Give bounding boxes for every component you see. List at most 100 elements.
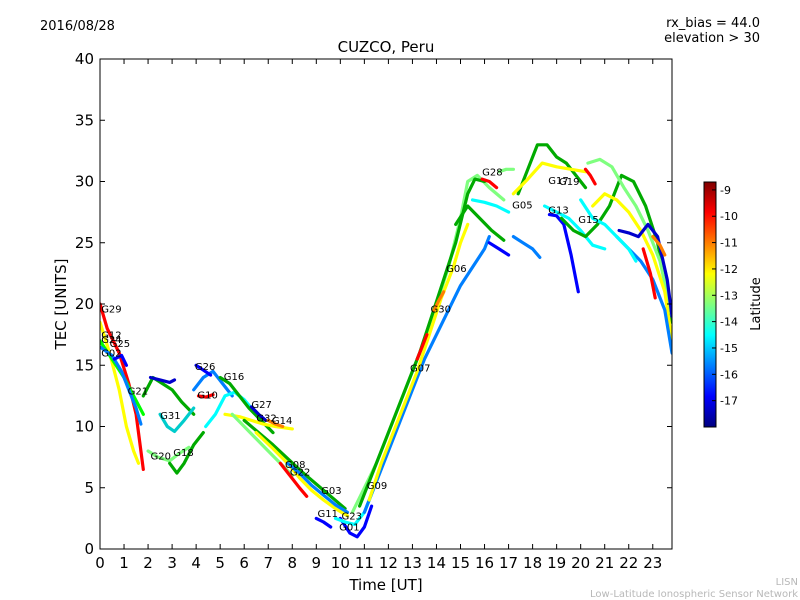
x-tick-label: 18 (523, 554, 542, 572)
tec-trace-12 (196, 393, 215, 399)
y-axis-label: TEC [UNITS] (52, 259, 70, 351)
x-tick-label: 1 (119, 554, 129, 572)
colorbar-tick-label: -13 (720, 289, 738, 302)
colorbar (703, 181, 717, 428)
tec-trace-41 (543, 204, 607, 251)
satellite-label-g19: G19 (559, 177, 579, 188)
tec-trace-33 (454, 204, 506, 242)
tec-trace-24 (338, 504, 374, 539)
tec-trace-28 (362, 235, 491, 514)
satellite-label-g25: G25 (110, 339, 130, 350)
y-tick-label: 30 (75, 173, 94, 191)
x-tick-label: 13 (403, 554, 422, 572)
satellite-label-g03: G03 (321, 486, 341, 497)
y-tick-label: 0 (84, 540, 94, 558)
tec-trace-19 (242, 418, 347, 511)
tec-trace-49 (651, 235, 667, 257)
satellite-label-g15: G15 (578, 215, 598, 226)
satellite-label-g18: G18 (173, 448, 193, 459)
tec-trace-20 (254, 431, 350, 518)
satellite-label-g12: G12 (101, 330, 121, 341)
satellite-label-g14: G14 (272, 416, 292, 427)
series-layer (100, 143, 672, 539)
colorbar-tick-label: -17 (720, 395, 738, 408)
satellite-label-g01: G01 (339, 523, 359, 534)
x-tick-label: 16 (475, 554, 494, 572)
satellite-label-g08: G08 (285, 460, 305, 471)
satellite-label-g16: G16 (224, 372, 244, 383)
x-tick-label: 5 (215, 554, 225, 572)
tec-trace-34 (470, 198, 511, 214)
tec-trace-31 (432, 290, 446, 312)
tec-trace-7 (158, 406, 196, 433)
tec-trace-6 (148, 375, 177, 384)
satellite-label-g27: G27 (251, 400, 271, 411)
tec-trace-38 (516, 143, 588, 196)
satellite-label-g26: G26 (195, 362, 215, 373)
tec-trace-37 (511, 235, 542, 259)
tec-trace-5 (141, 375, 196, 416)
satellite-label-g24: G24 (101, 335, 121, 346)
x-tick-label: 9 (312, 554, 322, 572)
x-tick-label: 3 (167, 554, 177, 572)
x-tick-label: 10 (331, 554, 350, 572)
footer-network: Low-Latitude Ionospheric Sensor Network (590, 589, 798, 600)
tec-trace-1 (100, 320, 141, 465)
tec-trace-17 (266, 418, 285, 429)
tec-trace-48 (641, 247, 657, 300)
y-tick-label: 20 (75, 295, 94, 313)
x-tick-label: 14 (427, 554, 446, 572)
tec-trace-3 (100, 345, 143, 426)
colorbar-tick-label: -15 (720, 342, 738, 355)
x-tick-label: 23 (643, 554, 662, 572)
satellite-label-g06: G06 (446, 264, 466, 275)
x-tick-label: 7 (263, 554, 273, 572)
x-axis: 0 1 2 3 4 5 6 7 8 9 10 11 12 13 14 15 16 17 18 19 20 21 22 23 (95, 59, 662, 572)
tec-trace-21 (278, 461, 309, 498)
satellite-label-g11: G11 (318, 509, 338, 520)
x-tick-label: 6 (239, 554, 249, 572)
x-tick-label: 11 (355, 554, 374, 572)
x-tick-label: 15 (451, 554, 470, 572)
satellite-label-g30: G30 (430, 305, 450, 316)
satellite-label-g29: G29 (101, 305, 121, 316)
tec-trace-36 (497, 167, 515, 174)
tec-trace-42 (547, 213, 580, 294)
tec-trace-40 (583, 167, 597, 186)
plot-frame (99, 58, 673, 550)
tec-trace-47 (617, 222, 672, 318)
tec-trace-45 (591, 192, 672, 343)
tec-trace-15 (223, 412, 294, 431)
x-tick-label: 17 (499, 554, 518, 572)
tec-trace-29 (367, 222, 470, 502)
tec-trace-4 (112, 353, 128, 367)
satellite-label-g07: G07 (410, 363, 430, 374)
y-tick-label: 10 (75, 418, 94, 436)
satellite-label-g20: G20 (150, 452, 170, 463)
tec-trace-26 (350, 173, 506, 514)
colorbar-ticks: -9 -10 -11 -12 -13 -14 -15 -16 -17 (712, 184, 738, 408)
x-tick-label: 0 (95, 554, 105, 572)
footer-lisn: LISN (776, 577, 798, 588)
satellite-label-g28: G28 (482, 167, 502, 178)
satellite-label-g21: G21 (128, 387, 148, 398)
satellite-label-g22: G22 (290, 468, 310, 479)
tec-trace-22 (285, 461, 350, 514)
tec-trace-10 (192, 369, 234, 398)
satellite-label-g23: G23 (342, 512, 362, 523)
satellite-label-g10: G10 (197, 390, 217, 401)
tec-trace-39 (511, 161, 588, 196)
y-tick-label: 35 (75, 111, 94, 129)
colorbar-tick-label: -9 (720, 184, 731, 197)
satellite-label-g17: G17 (548, 176, 568, 187)
colorbar-label: Latitude (749, 277, 764, 331)
x-tick-label: 21 (595, 554, 614, 572)
colorbar-tick-label: -16 (720, 368, 738, 381)
elevation-label: elevation > 30 (664, 31, 760, 46)
tec-trace-23 (314, 516, 333, 529)
tec-trace-30 (415, 333, 429, 361)
y-tick-label: 25 (75, 234, 94, 252)
y-tick-label: 15 (75, 356, 94, 374)
